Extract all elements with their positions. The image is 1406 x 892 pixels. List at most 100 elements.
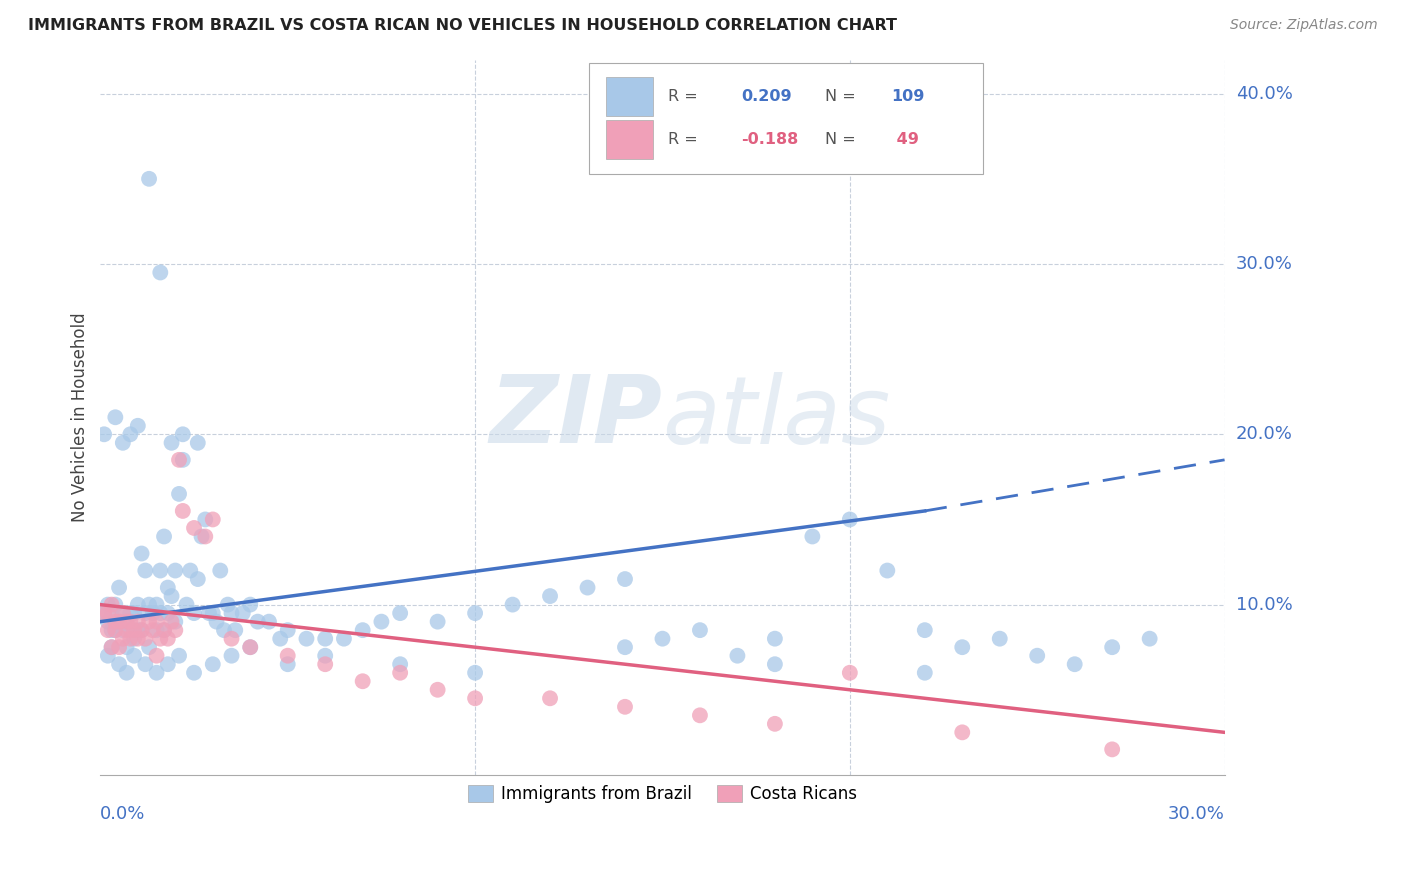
- Text: 10.0%: 10.0%: [1236, 596, 1292, 614]
- Point: [426, 682, 449, 697]
- Point: [295, 632, 318, 646]
- Point: [120, 632, 142, 646]
- Point: [221, 632, 243, 646]
- Text: R =: R =: [668, 89, 697, 104]
- Point: [221, 606, 243, 620]
- Text: 20.0%: 20.0%: [1236, 425, 1292, 443]
- Point: [115, 623, 138, 637]
- Point: [100, 640, 122, 655]
- Text: 40.0%: 40.0%: [1236, 85, 1292, 103]
- Point: [179, 564, 201, 578]
- Point: [97, 648, 120, 663]
- Text: atlas: atlas: [662, 372, 891, 463]
- Point: [134, 657, 156, 672]
- Point: [122, 606, 145, 620]
- Point: [145, 665, 167, 680]
- Point: [97, 615, 120, 629]
- Point: [314, 657, 336, 672]
- Point: [333, 632, 356, 646]
- Point: [950, 725, 973, 739]
- Point: [104, 623, 127, 637]
- Point: [194, 529, 217, 543]
- Point: [127, 598, 149, 612]
- Point: [93, 606, 115, 620]
- Point: [122, 623, 145, 637]
- Point: [108, 615, 131, 629]
- Point: [111, 435, 134, 450]
- Point: [763, 716, 786, 731]
- Point: [156, 581, 179, 595]
- Point: [232, 606, 254, 620]
- Point: [651, 632, 673, 646]
- Point: [160, 435, 183, 450]
- Point: [122, 632, 145, 646]
- Point: [224, 623, 246, 637]
- Point: [988, 632, 1011, 646]
- Point: [725, 648, 748, 663]
- Text: 30.0%: 30.0%: [1168, 805, 1225, 823]
- Point: [134, 606, 156, 620]
- Point: [108, 657, 131, 672]
- Text: Source: ZipAtlas.com: Source: ZipAtlas.com: [1230, 18, 1378, 32]
- Point: [97, 606, 120, 620]
- Point: [108, 640, 131, 655]
- Point: [127, 418, 149, 433]
- Text: R =: R =: [668, 132, 697, 147]
- Point: [127, 623, 149, 637]
- Point: [142, 623, 165, 637]
- Point: [104, 623, 127, 637]
- Point: [689, 623, 711, 637]
- Point: [239, 640, 262, 655]
- Point: [104, 615, 127, 629]
- Point: [115, 665, 138, 680]
- Point: [352, 674, 374, 689]
- Point: [187, 572, 209, 586]
- Point: [138, 598, 160, 612]
- Point: [115, 615, 138, 629]
- Point: [838, 665, 860, 680]
- Point: [187, 435, 209, 450]
- Point: [111, 623, 134, 637]
- Point: [1101, 640, 1123, 655]
- Point: [149, 632, 172, 646]
- Point: [156, 657, 179, 672]
- Point: [172, 504, 194, 518]
- FancyBboxPatch shape: [589, 63, 983, 174]
- Point: [801, 529, 824, 543]
- Point: [221, 648, 243, 663]
- Point: [176, 598, 198, 612]
- Point: [426, 615, 449, 629]
- Point: [194, 512, 217, 526]
- Point: [111, 606, 134, 620]
- Point: [100, 598, 122, 612]
- Point: [97, 598, 120, 612]
- Point: [314, 632, 336, 646]
- Point: [464, 665, 486, 680]
- Point: [100, 640, 122, 655]
- Point: [115, 640, 138, 655]
- Point: [149, 606, 172, 620]
- Point: [165, 623, 187, 637]
- Point: [122, 648, 145, 663]
- Point: [502, 598, 524, 612]
- Point: [1026, 648, 1049, 663]
- Point: [763, 657, 786, 672]
- Point: [120, 606, 142, 620]
- Point: [111, 606, 134, 620]
- Point: [198, 606, 221, 620]
- Point: [149, 564, 172, 578]
- Point: [201, 512, 224, 526]
- Point: [183, 606, 205, 620]
- Text: 109: 109: [890, 89, 924, 104]
- Point: [950, 640, 973, 655]
- Point: [134, 564, 156, 578]
- Point: [914, 623, 936, 637]
- Point: [314, 648, 336, 663]
- Point: [138, 640, 160, 655]
- Point: [614, 640, 637, 655]
- Point: [120, 427, 142, 442]
- Point: [134, 632, 156, 646]
- Point: [464, 606, 486, 620]
- Point: [156, 632, 179, 646]
- Point: [201, 657, 224, 672]
